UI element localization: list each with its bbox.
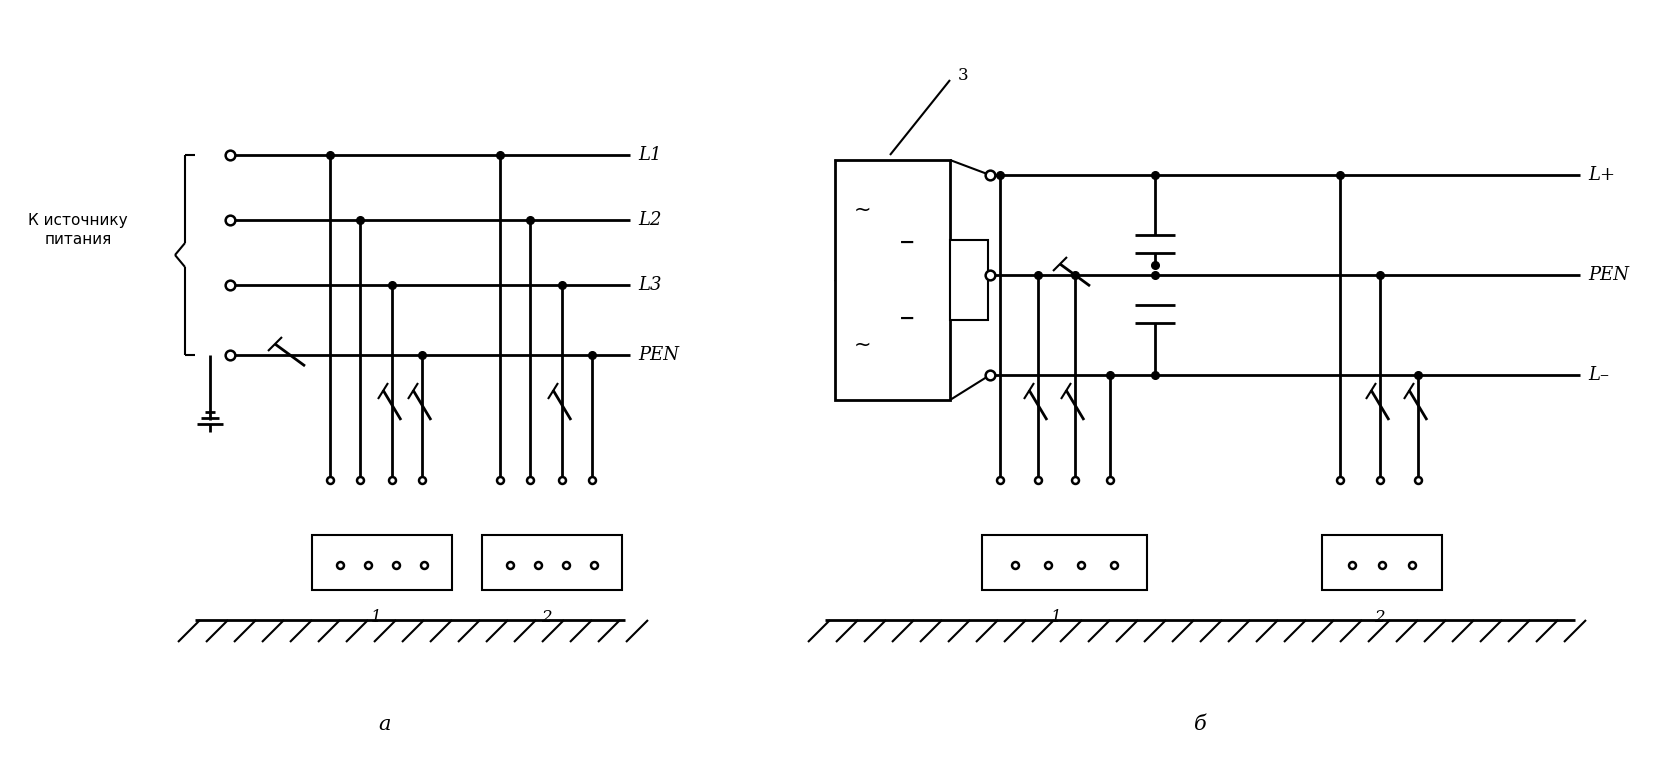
Bar: [951, 240, 987, 320]
Text: ~: ~: [854, 200, 873, 220]
Text: L2: L2: [638, 211, 661, 229]
Text: а: а: [379, 715, 391, 735]
Text: PEN: PEN: [1587, 266, 1629, 284]
Text: L3: L3: [638, 276, 661, 294]
Text: К источнику: К источнику: [28, 212, 128, 228]
Bar: [1321, 535, 1443, 590]
Text: 1: 1: [1050, 609, 1060, 626]
Text: питания: питания: [45, 232, 111, 247]
Text: PEN: PEN: [638, 346, 680, 364]
Text: 2: 2: [540, 609, 552, 626]
Text: б: б: [1193, 715, 1207, 735]
Text: 2: 2: [1374, 609, 1384, 626]
Bar: [834, 160, 951, 400]
Bar: [982, 535, 1147, 590]
Text: −: −: [899, 232, 916, 252]
Text: ~: ~: [854, 335, 873, 355]
Text: 1: 1: [371, 609, 381, 626]
Bar: [482, 535, 622, 590]
Text: L1: L1: [638, 146, 661, 164]
Bar: [312, 535, 452, 590]
Text: 3: 3: [957, 67, 969, 84]
Text: L+: L+: [1587, 166, 1615, 184]
Text: −: −: [899, 308, 916, 328]
Text: L–: L–: [1587, 366, 1609, 384]
